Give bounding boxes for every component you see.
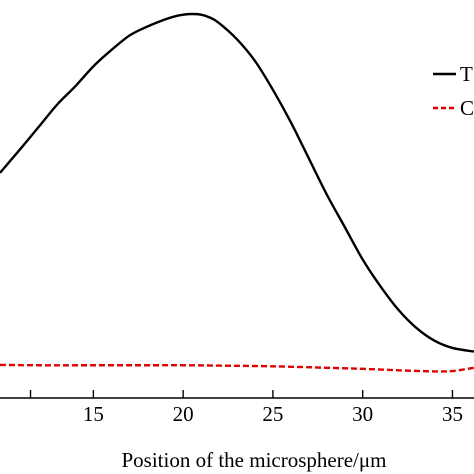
x-tick-label: 35	[442, 402, 463, 426]
legend-label-c: C	[460, 96, 474, 120]
x-tick-label: 15	[83, 402, 104, 426]
series-line-t	[0, 12, 474, 353]
x-tick-label: 30	[352, 402, 373, 426]
x-axis-title: Position of the microsphere/μm	[122, 448, 387, 472]
x-axis: 15 20 25 30 35	[0, 390, 474, 426]
legend: TC	[433, 62, 474, 120]
x-tick-label: 25	[262, 402, 283, 426]
series-line-c	[0, 363, 474, 373]
plot-area	[0, 12, 474, 373]
x-tick-label: 20	[173, 402, 194, 426]
legend-label-t: T	[460, 62, 473, 86]
